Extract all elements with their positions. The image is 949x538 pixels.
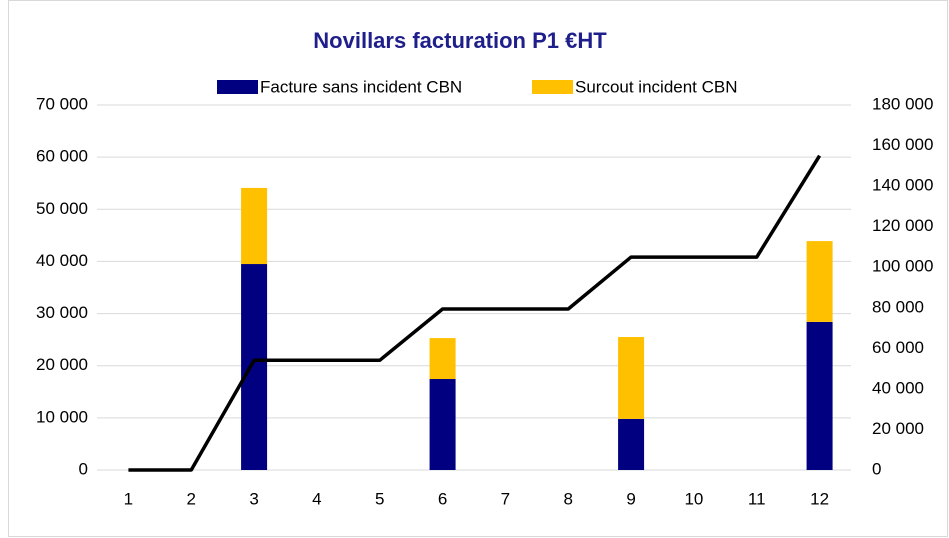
x-tick-label: 3 [249, 489, 258, 508]
line [128, 154, 822, 472]
y-tick-label: 20 000 [36, 355, 88, 374]
bar [618, 418, 645, 470]
y2-tick-label: 0 [872, 459, 881, 478]
chart-title: Novillars facturation P1 €HT [313, 28, 607, 53]
y-tick-label: 10 000 [36, 407, 88, 426]
legend-label: Facture sans incident CBN [260, 77, 462, 96]
x-tick-label: 6 [438, 489, 447, 508]
bar [241, 187, 268, 265]
legend-swatch [532, 80, 573, 94]
bar [806, 241, 833, 322]
x-tick-label: 1 [124, 489, 133, 508]
y2-tick-label: 80 000 [872, 297, 924, 316]
y2-tick-label: 160 000 [872, 135, 933, 154]
legend-swatch [217, 80, 258, 94]
legend-label: Surcout incident CBN [575, 77, 738, 96]
y2-tick-label: 120 000 [872, 216, 933, 235]
x-tick-label: 2 [187, 489, 196, 508]
x-tick-label: 11 [748, 489, 766, 508]
bar [429, 338, 456, 380]
y2-tick-label: 20 000 [872, 419, 924, 438]
x-tick-label: 7 [501, 489, 510, 508]
bar [429, 379, 456, 470]
y-tick-label: 70 000 [36, 94, 88, 113]
y-tick-label: 50 000 [36, 199, 88, 218]
y2-tick-label: 60 000 [872, 338, 924, 357]
bar [806, 321, 833, 470]
y-tick-label: 30 000 [36, 303, 88, 322]
y2-tick-label: 100 000 [872, 257, 933, 276]
y2-tick-label: 180 000 [872, 94, 933, 113]
x-tick-label: 9 [626, 489, 635, 508]
chart-frame [8, 0, 948, 537]
y2-tick-label: 40 000 [872, 378, 924, 397]
x-tick-label: 8 [564, 489, 573, 508]
y2-tick-label: 140 000 [872, 176, 933, 195]
x-tick-label: 4 [312, 489, 321, 508]
y-tick-label: 60 000 [36, 147, 88, 166]
bar [241, 264, 268, 470]
x-tick-label: 5 [375, 489, 384, 508]
bar [618, 337, 645, 419]
x-tick-label: 10 [684, 489, 703, 508]
x-tick-label: 12 [810, 489, 829, 508]
y-tick-label: 40 000 [36, 251, 88, 270]
y-tick-label: 0 [79, 459, 88, 478]
